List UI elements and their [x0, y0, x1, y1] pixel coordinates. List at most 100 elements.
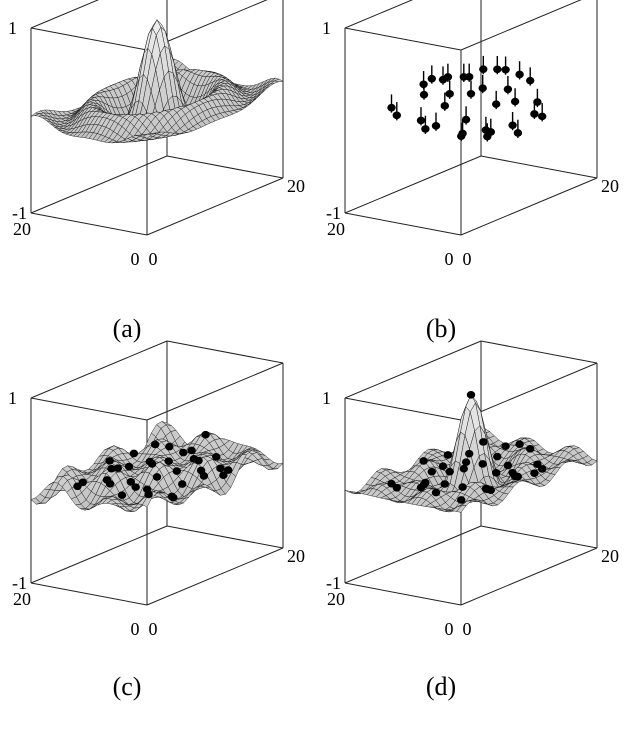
box-edge	[166, 525, 284, 549]
data-point	[131, 483, 140, 491]
data-point	[440, 480, 449, 488]
z-tick-bottom: -1	[12, 203, 27, 223]
box-edge	[30, 397, 148, 421]
data-point	[431, 122, 441, 130]
data-point	[151, 440, 160, 449]
box-edge	[30, 340, 168, 399]
data-point	[530, 469, 539, 477]
data-point	[508, 121, 517, 130]
data-point	[443, 451, 453, 459]
box-edge	[146, 547, 284, 606]
panel-a-caption: (a)	[112, 314, 142, 343]
box-edge	[146, 177, 284, 236]
data-point	[513, 129, 523, 137]
data-point	[530, 110, 539, 118]
surface-mesh	[30, 421, 284, 512]
y-tick-origin: 0	[131, 249, 140, 269]
data-point	[427, 467, 436, 476]
data-point	[224, 466, 233, 474]
data-point	[105, 457, 114, 465]
box-edge	[344, 397, 462, 421]
z-tick-top: 1	[322, 388, 331, 408]
y-tick-far: 20	[327, 219, 345, 239]
data-point	[73, 482, 82, 491]
surface-facet	[456, 505, 467, 513]
y-tick-origin: 0	[131, 619, 140, 639]
data-point	[199, 472, 209, 480]
box-edge	[344, 340, 482, 399]
data-point	[124, 462, 134, 471]
data-point	[458, 129, 467, 138]
data-point	[216, 464, 225, 473]
data-point	[538, 465, 547, 473]
panel-d-caption: (d)	[425, 672, 457, 701]
box-edge	[30, 155, 168, 214]
data-point	[515, 440, 524, 448]
data-point	[416, 483, 426, 492]
data-point	[501, 442, 510, 450]
data-point	[466, 391, 476, 399]
data-point	[501, 65, 510, 74]
z-tick-top: 1	[322, 18, 331, 38]
x-tick-origin: 0	[149, 249, 158, 269]
x-tick-origin: 0	[463, 249, 472, 269]
data-point	[419, 80, 428, 89]
data-point	[387, 479, 396, 488]
data-point	[107, 464, 116, 473]
data-point	[513, 472, 523, 481]
data-point	[117, 491, 127, 499]
x-tick-origin: 0	[463, 619, 472, 639]
box-edge	[344, 525, 482, 584]
data-point	[465, 73, 474, 81]
data-point	[503, 461, 513, 470]
data-point	[189, 455, 199, 463]
panel-c-caption: (c)	[112, 672, 142, 701]
box-edge	[460, 547, 598, 606]
data-point	[187, 446, 196, 455]
data-point	[493, 452, 502, 461]
z-tick-top: 1	[8, 388, 17, 408]
x-tick-far: 20	[287, 176, 305, 196]
data-point	[492, 469, 501, 477]
box-edge	[146, 362, 284, 421]
data-point	[445, 467, 454, 476]
box-edge	[480, 155, 598, 179]
data-point	[445, 90, 454, 98]
x-tick-origin: 0	[149, 619, 158, 639]
data-point	[165, 442, 174, 451]
data-points	[73, 430, 233, 502]
data-point	[526, 76, 535, 85]
data-point	[421, 125, 430, 133]
surface-facet	[142, 133, 153, 139]
data-point	[129, 449, 139, 458]
data-point	[515, 70, 524, 79]
data-point	[427, 74, 436, 83]
data-point	[483, 485, 492, 494]
data-point	[526, 445, 535, 453]
box-edge	[30, 27, 148, 51]
x-tick-far: 20	[601, 546, 619, 566]
data-point	[164, 457, 173, 466]
y-tick-origin: 0	[445, 249, 454, 269]
data-point	[152, 473, 162, 481]
data-point	[461, 115, 471, 124]
box-edge	[30, 525, 168, 584]
data-point	[172, 467, 181, 475]
box-edge	[480, 340, 598, 364]
data-point	[478, 84, 487, 92]
data-point	[533, 98, 542, 106]
data-point	[145, 457, 154, 466]
box-edge	[30, 212, 148, 236]
data-point	[443, 73, 453, 81]
box-edge	[344, 27, 462, 51]
y-tick-origin: 0	[445, 619, 454, 639]
x-tick-far: 20	[287, 546, 305, 566]
data-point	[466, 89, 476, 98]
data-point	[459, 464, 468, 473]
data-point	[178, 480, 187, 488]
data-point	[479, 65, 488, 73]
box-edge	[30, 0, 100, 29]
data-point	[503, 85, 513, 94]
box-edge	[344, 212, 462, 236]
